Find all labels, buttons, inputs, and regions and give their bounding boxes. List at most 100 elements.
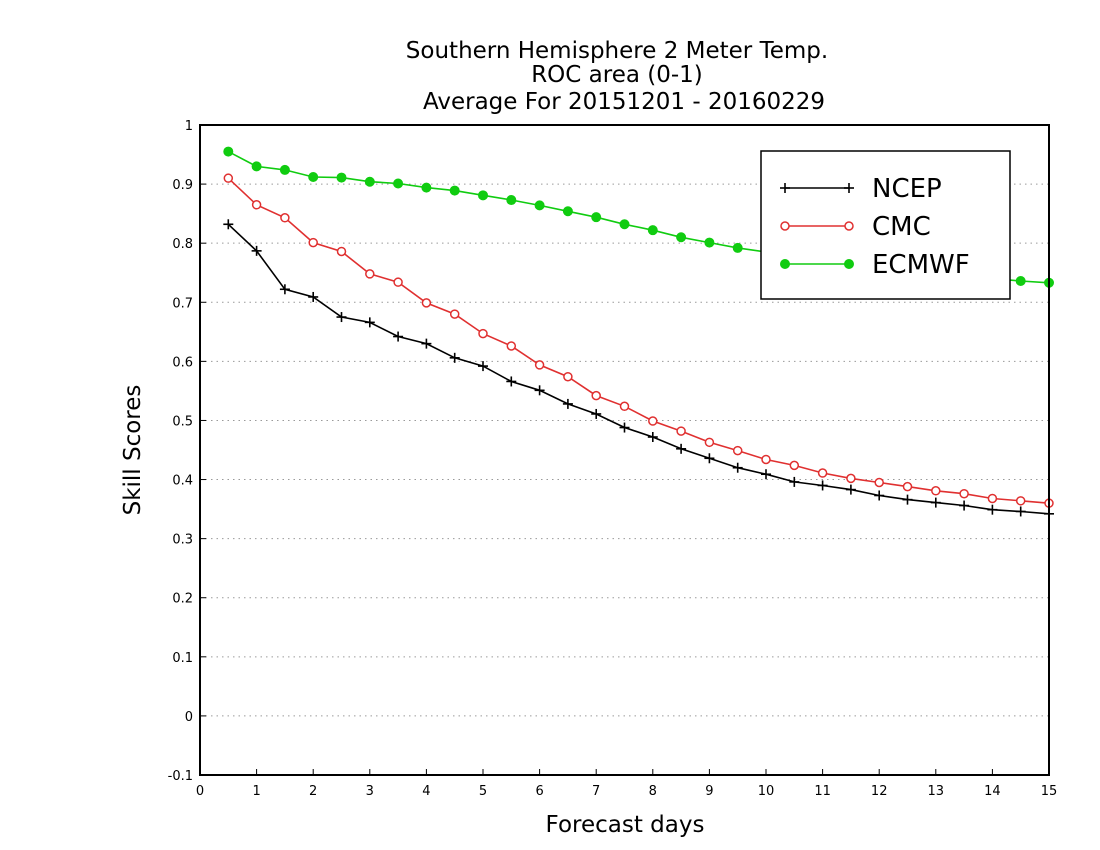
data-point [676, 426, 686, 436]
data-point [223, 146, 234, 157]
data-point [732, 242, 743, 253]
legend-entry-ncep: NCEP [780, 174, 942, 204]
data-point [1015, 496, 1026, 506]
legend-label: CMC [872, 212, 931, 242]
data-point [449, 309, 460, 319]
x-tick-label: 15 [1041, 784, 1058, 799]
data-point [648, 416, 658, 426]
data-point [223, 173, 234, 183]
x-tick-label: 8 [649, 784, 657, 799]
data-point [364, 176, 375, 187]
y-tick-label: 0 [185, 710, 193, 725]
data-point [562, 398, 573, 409]
data-point [506, 341, 517, 351]
legend-entry-ecmwf: ECMWF [780, 250, 970, 280]
data-point [280, 213, 290, 223]
data-point [336, 172, 347, 183]
data-point [534, 385, 545, 396]
y-tick-label: 0.2 [172, 592, 193, 607]
data-point [223, 219, 234, 230]
data-point [563, 371, 573, 382]
y-tick-label: -0.1 [168, 769, 193, 784]
data-point [421, 338, 432, 349]
chart-title-line-3: Average For 20151201 - 20160229 [423, 89, 825, 115]
legend-label: NCEP [872, 174, 942, 204]
data-point [393, 178, 404, 189]
y-tick-label: 0.4 [172, 474, 193, 489]
data-point [761, 454, 771, 465]
data-point [959, 500, 970, 511]
data-point [1015, 276, 1026, 286]
data-point [336, 246, 347, 257]
data-point [562, 206, 573, 217]
data-point [817, 468, 828, 478]
data-point [647, 432, 658, 442]
data-point [902, 481, 913, 492]
x-tick-label: 11 [814, 784, 831, 799]
y-axis-label: Skill Scores [120, 385, 146, 516]
data-point [534, 200, 545, 211]
data-point [251, 200, 262, 210]
data-point [619, 219, 630, 230]
data-point [761, 469, 771, 480]
data-point [308, 172, 319, 182]
y-tick-label: 1 [185, 119, 193, 134]
data-point [478, 361, 488, 372]
data-point [619, 422, 630, 433]
data-point [959, 488, 969, 499]
legend-entry-cmc: CMC [780, 212, 931, 242]
data-point [902, 494, 913, 505]
data-point [1015, 506, 1026, 517]
y-tick-label: 0.1 [172, 651, 193, 666]
y-tick-label: 0.8 [172, 237, 193, 252]
data-point [930, 497, 941, 508]
data-point [846, 473, 856, 484]
x-tick-label: 13 [928, 784, 945, 799]
data-point [874, 490, 885, 501]
data-point [732, 445, 743, 456]
data-point [844, 259, 854, 269]
data-point [780, 259, 790, 269]
chart-title-line-1: Southern Hemisphere 2 Meter Temp. [406, 38, 828, 64]
data-point [478, 190, 488, 201]
data-point [676, 443, 687, 454]
x-tick-label: 1 [252, 784, 260, 799]
data-point [393, 331, 404, 342]
data-point [931, 486, 941, 496]
data-point [780, 221, 790, 231]
data-point [449, 185, 460, 196]
y-tick-label: 0.6 [172, 355, 193, 370]
legend-box [760, 150, 1011, 300]
data-point [987, 493, 998, 504]
x-tick-label: 6 [535, 784, 543, 799]
data-point [251, 161, 262, 172]
data-point [449, 352, 460, 363]
data-point [336, 312, 347, 323]
x-tick-label: 9 [705, 784, 713, 799]
data-point [421, 298, 432, 308]
legend-label: ECMWF [872, 250, 970, 280]
series-ncep [223, 219, 1054, 519]
data-point [676, 232, 687, 243]
data-point [421, 182, 432, 193]
data-point [845, 484, 856, 495]
data-point [704, 237, 715, 248]
data-point [534, 360, 545, 370]
tick-marks: -0.100.10.20.30.40.50.60.70.80.910 1 2 3 4 5 6… [168, 119, 1058, 799]
legend: NCEP CMC ECMWF [760, 150, 1011, 300]
data-point [704, 453, 715, 464]
y-tick-label: 0.5 [172, 414, 193, 429]
x-tick-label: 10 [758, 784, 775, 799]
data-point [279, 164, 290, 175]
data-point [789, 460, 800, 471]
data-point [308, 291, 319, 302]
data-point [844, 221, 854, 231]
data-point [364, 317, 375, 328]
data-point [365, 269, 375, 279]
series-cmc [223, 173, 1054, 508]
data-point [591, 408, 602, 419]
x-axis-label: Forecast days [546, 812, 705, 838]
data-point [844, 183, 854, 193]
data-point [251, 245, 262, 256]
data-point [647, 225, 658, 236]
